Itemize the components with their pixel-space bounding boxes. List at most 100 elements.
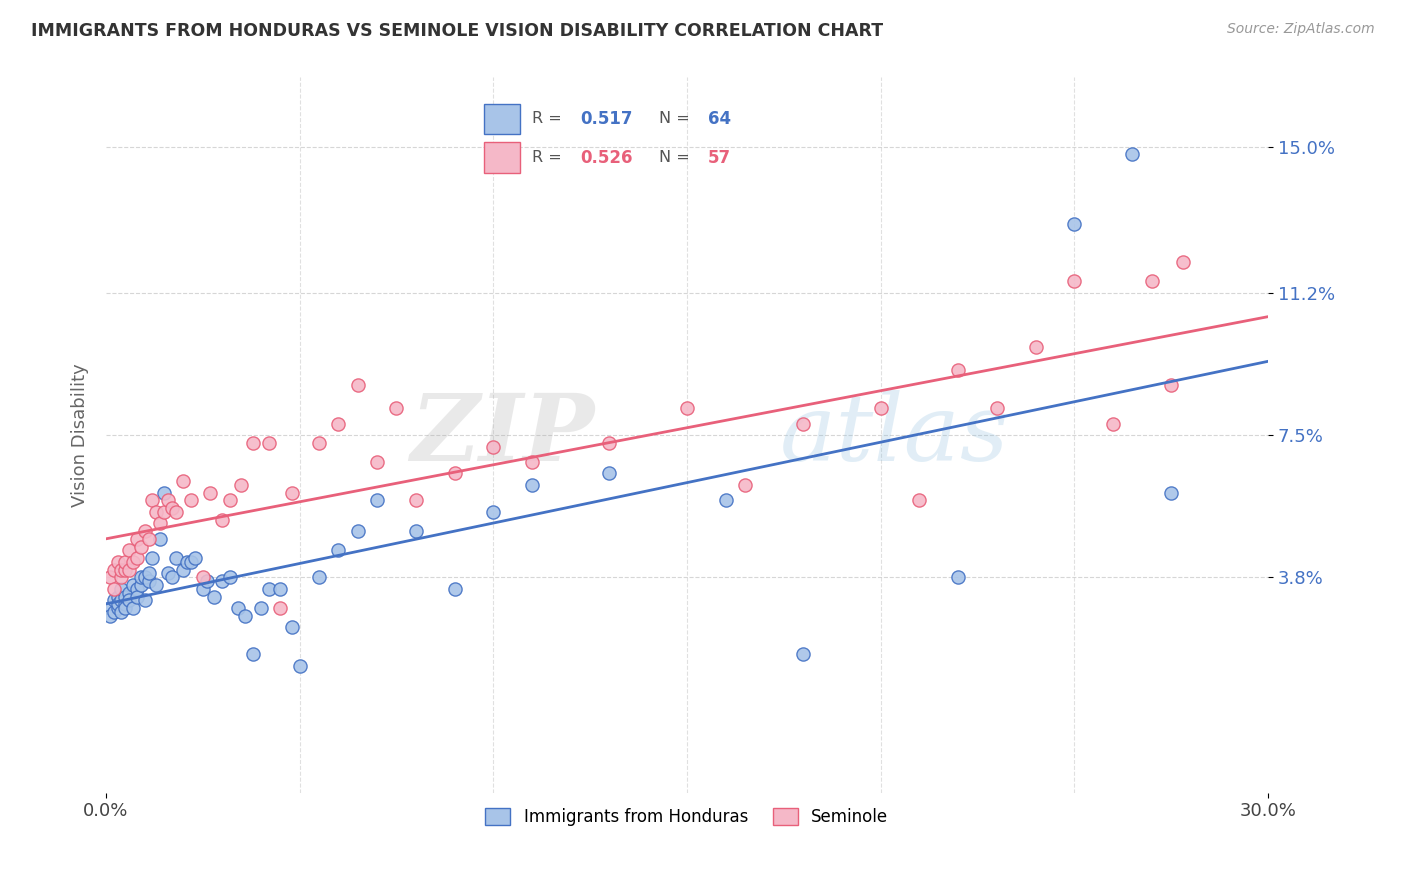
Point <box>366 493 388 508</box>
Point <box>520 478 543 492</box>
Point <box>946 570 969 584</box>
Point <box>1160 485 1182 500</box>
Point <box>869 401 891 416</box>
Point <box>110 563 132 577</box>
Point <box>153 505 176 519</box>
Point <box>714 493 737 508</box>
Point <box>598 435 620 450</box>
Point <box>118 593 141 607</box>
Point <box>269 582 291 596</box>
Point <box>269 601 291 615</box>
Point <box>114 601 136 615</box>
Point <box>114 555 136 569</box>
Point <box>118 543 141 558</box>
Point <box>153 485 176 500</box>
Point <box>180 493 202 508</box>
Point <box>110 570 132 584</box>
Point <box>138 566 160 581</box>
Point <box>346 524 368 538</box>
Point <box>482 440 505 454</box>
Point <box>149 532 172 546</box>
Point <box>792 647 814 661</box>
Point <box>118 563 141 577</box>
Point <box>1024 340 1046 354</box>
Point <box>110 582 132 596</box>
Point <box>122 601 145 615</box>
Point <box>405 493 427 508</box>
Legend: Immigrants from Honduras, Seminole: Immigrants from Honduras, Seminole <box>477 799 897 834</box>
Point <box>172 474 194 488</box>
Point <box>1160 378 1182 392</box>
Point <box>482 505 505 519</box>
Point <box>122 555 145 569</box>
Point <box>443 582 465 596</box>
Point <box>231 478 253 492</box>
Text: atlas: atlas <box>780 390 1010 480</box>
Point <box>156 493 179 508</box>
Point <box>165 551 187 566</box>
Point <box>184 551 207 566</box>
Point <box>114 590 136 604</box>
Point <box>1171 255 1194 269</box>
Point <box>165 505 187 519</box>
Point <box>200 485 222 500</box>
Point <box>328 543 350 558</box>
Point <box>288 658 311 673</box>
Point <box>1063 274 1085 288</box>
Point <box>676 401 699 416</box>
Text: IMMIGRANTS FROM HONDURAS VS SEMINOLE VISION DISABILITY CORRELATION CHART: IMMIGRANTS FROM HONDURAS VS SEMINOLE VIS… <box>31 22 883 40</box>
Point <box>308 570 330 584</box>
Point <box>257 582 280 596</box>
Point <box>346 378 368 392</box>
Point <box>1140 274 1163 288</box>
Point <box>107 601 129 615</box>
Y-axis label: Vision Disability: Vision Disability <box>72 363 89 507</box>
Point <box>145 505 167 519</box>
Point <box>226 601 249 615</box>
Point <box>107 555 129 569</box>
Point <box>443 467 465 481</box>
Point <box>908 493 931 508</box>
Point <box>98 608 121 623</box>
Point <box>308 435 330 450</box>
Point <box>118 585 141 599</box>
Point <box>235 608 257 623</box>
Point <box>202 590 225 604</box>
Point <box>134 593 156 607</box>
Point <box>281 620 304 634</box>
Point <box>103 605 125 619</box>
Point <box>149 516 172 531</box>
Point <box>125 532 148 546</box>
Point <box>138 574 160 589</box>
Point <box>191 582 214 596</box>
Point <box>176 555 198 569</box>
Point <box>98 601 121 615</box>
Point <box>946 362 969 376</box>
Point <box>145 578 167 592</box>
Point <box>1063 217 1085 231</box>
Point <box>141 493 163 508</box>
Point <box>211 513 233 527</box>
Point <box>138 532 160 546</box>
Point <box>218 570 240 584</box>
Point <box>328 417 350 431</box>
Point <box>366 455 388 469</box>
Point <box>103 593 125 607</box>
Point <box>110 605 132 619</box>
Point <box>160 501 183 516</box>
Point <box>1102 417 1125 431</box>
Point <box>98 570 121 584</box>
Point <box>141 551 163 566</box>
Point <box>114 597 136 611</box>
Point <box>125 590 148 604</box>
Point <box>211 574 233 589</box>
Point <box>242 435 264 450</box>
Point <box>520 455 543 469</box>
Point <box>129 540 152 554</box>
Text: Source: ZipAtlas.com: Source: ZipAtlas.com <box>1227 22 1375 37</box>
Point <box>129 570 152 584</box>
Point <box>180 555 202 569</box>
Point <box>405 524 427 538</box>
Point <box>103 582 125 596</box>
Point <box>257 435 280 450</box>
